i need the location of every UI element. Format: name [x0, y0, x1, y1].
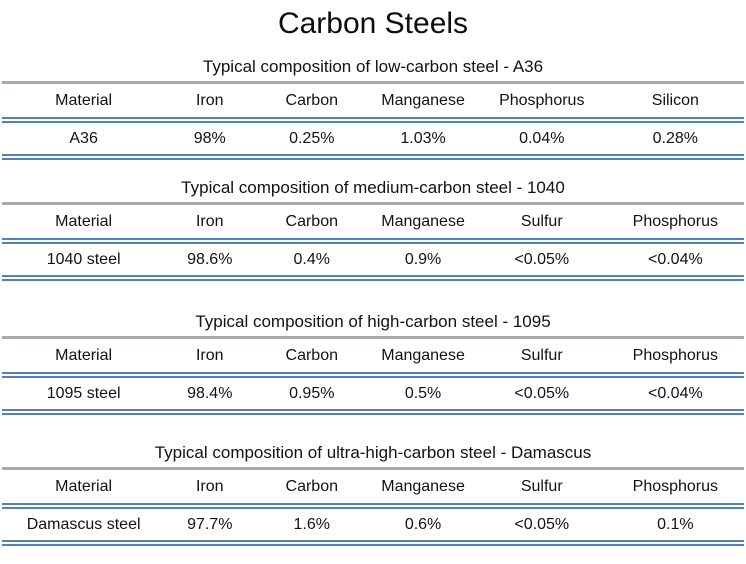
document-page: Carbon Steels Typical composition of low…	[2, 7, 744, 546]
column-header: Material	[2, 82, 166, 123]
column-header: Manganese	[369, 468, 477, 509]
page-title: Carbon Steels	[277, 7, 469, 40]
table-row: 1095 steel 98.4% 0.95% 0.5% <0.05% <0.04…	[2, 375, 744, 415]
table-cell: 0.95%	[254, 375, 370, 415]
table-section-1040: Typical composition of medium-carbon ste…	[2, 177, 744, 281]
column-header: Carbon	[254, 82, 370, 123]
composition-table-1095: Material Iron Carbon Manganese Sulfur Ph…	[2, 336, 744, 415]
column-header: Silicon	[606, 82, 744, 123]
table-cell: 0.04%	[476, 120, 607, 160]
table-row: 1040 steel 98.6% 0.4% 0.9% <0.05% <0.04%	[2, 241, 744, 281]
table-caption: Typical composition of medium-carbon ste…	[181, 178, 565, 197]
table-caption: Typical composition of ultra-high-carbon…	[154, 443, 592, 462]
column-header: Phosphorus	[606, 337, 744, 378]
table-section-1095: Typical composition of high-carbon steel…	[2, 311, 744, 415]
table-cell: 98.4%	[165, 375, 255, 415]
table-cell: Damascus steel	[2, 506, 166, 546]
column-header: Manganese	[369, 337, 477, 378]
table-cell: 0.1%	[606, 506, 744, 546]
table-cell: 0.6%	[369, 506, 477, 546]
column-header: Iron	[165, 468, 255, 509]
column-header: Iron	[165, 203, 255, 244]
column-header: Phosphorus	[606, 468, 744, 509]
header-row: Material Iron Carbon Manganese Phosphoru…	[2, 82, 744, 123]
composition-table-1040: Material Iron Carbon Manganese Sulfur Ph…	[2, 202, 744, 281]
column-header: Phosphorus	[476, 82, 607, 123]
composition-table-damascus: Material Iron Carbon Manganese Sulfur Ph…	[2, 467, 744, 546]
column-header: Manganese	[369, 82, 477, 123]
table-cell: <0.05%	[476, 375, 607, 415]
table-cell: 1095 steel	[2, 375, 166, 415]
composition-table-a36: Material Iron Carbon Manganese Phosphoru…	[2, 81, 744, 160]
table-row: Damascus steel 97.7% 1.6% 0.6% <0.05% 0.…	[2, 506, 744, 546]
table-section-a36: Typical composition of low-carbon steel …	[2, 56, 744, 160]
table-cell: <0.04%	[606, 375, 744, 415]
table-cell: <0.05%	[476, 506, 607, 546]
column-header: Carbon	[254, 337, 370, 378]
column-header: Iron	[165, 337, 255, 378]
column-header: Carbon	[254, 203, 370, 244]
table-cell: 98.6%	[165, 241, 255, 281]
table-cell: A36	[2, 120, 166, 160]
column-header: Phosphorus	[606, 203, 744, 244]
header-row: Material Iron Carbon Manganese Sulfur Ph…	[2, 203, 744, 244]
table-caption: Typical composition of low-carbon steel …	[202, 57, 544, 76]
table-cell: <0.05%	[476, 241, 607, 281]
column-header: Sulfur	[476, 468, 607, 509]
column-header: Material	[2, 203, 166, 244]
table-cell: <0.04%	[606, 241, 744, 281]
table-cell: 0.9%	[369, 241, 477, 281]
table-cell: 0.5%	[369, 375, 477, 415]
table-cell: 1040 steel	[2, 241, 166, 281]
table-cell: 98%	[165, 120, 255, 160]
table-cell: 0.25%	[254, 120, 370, 160]
column-header: Iron	[165, 82, 255, 123]
column-header: Material	[2, 337, 166, 378]
header-row: Material Iron Carbon Manganese Sulfur Ph…	[2, 468, 744, 509]
column-header: Carbon	[254, 468, 370, 509]
table-cell: 1.6%	[254, 506, 370, 546]
column-header: Sulfur	[476, 337, 607, 378]
column-header: Manganese	[369, 203, 477, 244]
column-header: Material	[2, 468, 166, 509]
header-row: Material Iron Carbon Manganese Sulfur Ph…	[2, 337, 744, 378]
table-section-damascus: Typical composition of ultra-high-carbon…	[2, 442, 744, 546]
column-header: Sulfur	[476, 203, 607, 244]
table-cell: 1.03%	[369, 120, 477, 160]
table-cell: 0.4%	[254, 241, 370, 281]
table-cell: 97.7%	[165, 506, 255, 546]
table-cell: 0.28%	[606, 120, 744, 160]
table-caption: Typical composition of high-carbon steel…	[195, 312, 551, 331]
table-row: A36 98% 0.25% 1.03% 0.04% 0.28%	[2, 120, 744, 160]
